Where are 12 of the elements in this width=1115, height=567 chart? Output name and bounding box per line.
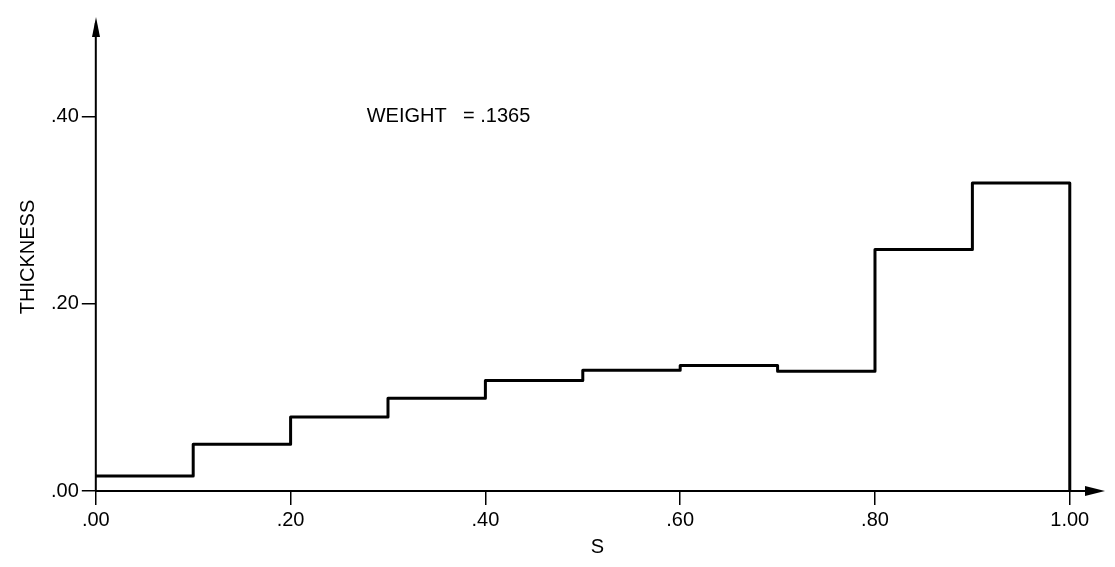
annotation: WEIGHT = .1365: [366, 104, 531, 127]
y-tick-label: .40: [50, 104, 79, 127]
x-axis-title: S: [590, 534, 605, 557]
x-tick-label: .80: [861, 507, 889, 530]
x-tick-label: .20: [276, 507, 305, 530]
x-tick-label: 1.00: [1050, 507, 1090, 530]
y-axis-title: THICKNESS: [15, 199, 38, 315]
x-tick-label: .40: [471, 507, 500, 530]
y-tick-label: .00: [50, 478, 79, 501]
y-tick-label: .20: [50, 291, 79, 314]
x-tick-label: .00: [81, 507, 110, 530]
x-tick-label: .60: [666, 507, 695, 530]
